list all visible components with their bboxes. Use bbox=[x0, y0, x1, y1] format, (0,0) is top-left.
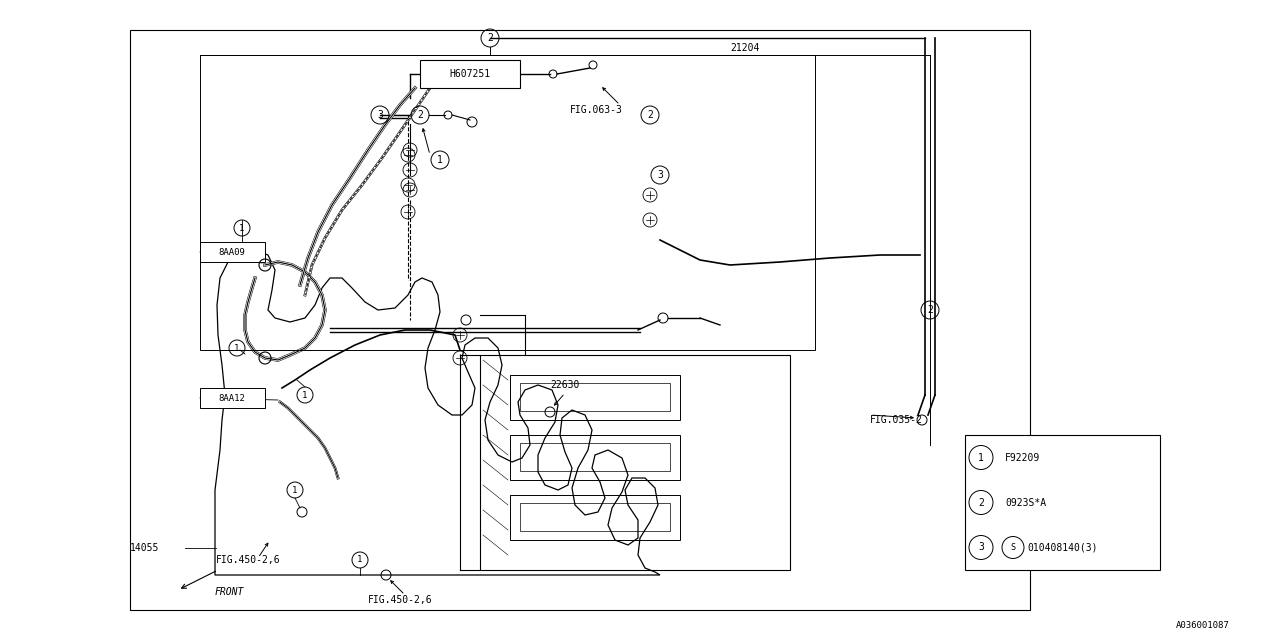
Text: FIG.450-2,6: FIG.450-2,6 bbox=[367, 595, 433, 605]
Text: 0923S*A: 0923S*A bbox=[1005, 497, 1046, 508]
Text: 8AA12: 8AA12 bbox=[219, 394, 246, 403]
Text: FIG.450-2,6: FIG.450-2,6 bbox=[216, 555, 280, 565]
Text: 22630: 22630 bbox=[550, 380, 580, 390]
Text: FIG.063-3: FIG.063-3 bbox=[570, 105, 623, 115]
Text: 2: 2 bbox=[927, 305, 933, 315]
Bar bbox=[520, 503, 669, 531]
Bar bbox=[200, 242, 265, 262]
Text: 1: 1 bbox=[436, 155, 443, 165]
Text: F92209: F92209 bbox=[1005, 452, 1041, 463]
Bar bbox=[420, 60, 520, 88]
Bar bbox=[509, 495, 680, 540]
Text: A036001087: A036001087 bbox=[1176, 621, 1230, 630]
Text: 1: 1 bbox=[302, 390, 307, 399]
Text: 1: 1 bbox=[978, 452, 984, 463]
Text: 14055: 14055 bbox=[131, 543, 160, 553]
Text: 1: 1 bbox=[357, 556, 362, 564]
Text: FIG.035-2: FIG.035-2 bbox=[870, 415, 923, 425]
Text: H607251: H607251 bbox=[449, 69, 490, 79]
Bar bbox=[520, 383, 669, 411]
Text: 2: 2 bbox=[978, 497, 984, 508]
Text: 1: 1 bbox=[292, 486, 298, 495]
Text: 2: 2 bbox=[648, 110, 653, 120]
Text: 2: 2 bbox=[417, 110, 422, 120]
Text: 1: 1 bbox=[239, 223, 244, 232]
Text: 3: 3 bbox=[378, 110, 383, 120]
Text: 1: 1 bbox=[234, 344, 239, 353]
Text: 2: 2 bbox=[488, 33, 493, 43]
Text: 3: 3 bbox=[657, 170, 663, 180]
Text: 3: 3 bbox=[978, 543, 984, 552]
Text: 010408140(3): 010408140(3) bbox=[1027, 543, 1097, 552]
Bar bbox=[480, 355, 790, 570]
Text: 8AA09: 8AA09 bbox=[219, 248, 246, 257]
Text: FRONT: FRONT bbox=[215, 587, 244, 597]
Bar bbox=[520, 443, 669, 471]
Bar bbox=[509, 375, 680, 420]
Text: S: S bbox=[1010, 543, 1015, 552]
Bar bbox=[200, 388, 265, 408]
Bar bbox=[131, 30, 1030, 610]
Bar bbox=[509, 435, 680, 480]
Bar bbox=[965, 435, 1160, 570]
Text: 21204: 21204 bbox=[730, 43, 759, 53]
Bar bbox=[200, 55, 815, 350]
